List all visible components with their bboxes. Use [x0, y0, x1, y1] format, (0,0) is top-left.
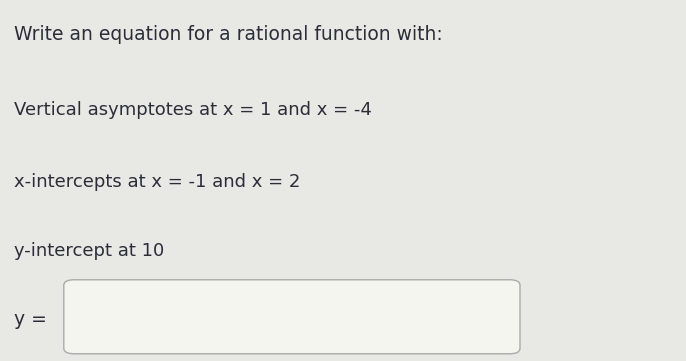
Text: x-intercepts at x = -1 and x = 2: x-intercepts at x = -1 and x = 2 [14, 173, 300, 191]
Text: Vertical asymptotes at x = 1 and x = -4: Vertical asymptotes at x = 1 and x = -4 [14, 101, 372, 119]
Text: y =: y = [14, 310, 47, 329]
Text: y-intercept at 10: y-intercept at 10 [14, 242, 164, 260]
FancyBboxPatch shape [64, 280, 520, 354]
Text: Write an equation for a rational function with:: Write an equation for a rational functio… [14, 25, 442, 44]
